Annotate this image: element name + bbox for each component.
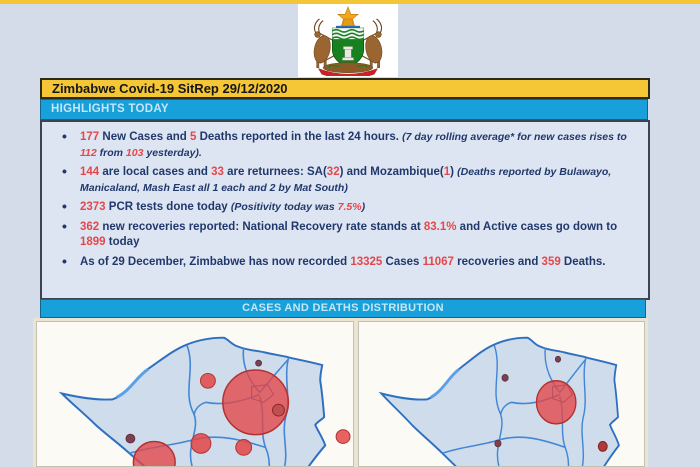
deaths-map-panel — [358, 321, 645, 467]
case-bubble — [222, 369, 290, 436]
highlights-header: HIGHLIGHTS TODAY — [51, 103, 169, 115]
distribution-header: CASES AND DEATHS DISTRIBUTION — [242, 302, 444, 314]
case-bubble — [272, 403, 285, 417]
highlights-header-bar: HIGHLIGHTS TODAY — [40, 99, 648, 120]
case-bubble — [335, 429, 351, 444]
case-bubble — [501, 374, 509, 382]
case-bubble — [132, 440, 176, 466]
highlight-bullet: 144 are local cases and 33 are returnees… — [60, 164, 632, 196]
case-bubble — [535, 380, 577, 425]
cases-distribution-map — [58, 336, 351, 466]
case-bubble — [190, 433, 212, 454]
distribution-header-bar: CASES AND DEATHS DISTRIBUTION — [40, 299, 646, 318]
cases-map-panel — [36, 321, 354, 467]
top-accent-strip — [0, 0, 700, 4]
maps-section — [33, 318, 648, 467]
case-bubble — [494, 439, 502, 448]
case-bubble — [199, 372, 216, 389]
highlight-bullet: 362 new recoveries reported: National Re… — [60, 219, 632, 251]
case-bubble — [125, 433, 136, 444]
case-bubble — [597, 441, 608, 452]
highlight-bullet: 2373 PCR tests done today (Positivity to… — [60, 199, 632, 216]
highlight-bullet: 177 New Cases and 5 Deaths reported in t… — [60, 129, 632, 161]
highlights-list: 177 New Cases and 5 Deaths reported in t… — [60, 129, 632, 271]
case-bubble — [235, 439, 253, 456]
zimbabwe-coat-of-arms-icon — [313, 5, 383, 76]
case-bubble — [255, 359, 262, 367]
case-bubble — [554, 355, 562, 363]
coat-of-arms-panel — [298, 4, 398, 77]
highlights-box: 177 New Cases and 5 Deaths reported in t… — [40, 120, 650, 300]
highlight-bullet: As of 29 December, Zimbabwe has now reco… — [60, 254, 632, 271]
report-title: Zimbabwe Covid-19 SitRep 29/12/2020 — [52, 81, 288, 96]
deaths-distribution-map — [378, 336, 620, 466]
report-title-bar: Zimbabwe Covid-19 SitRep 29/12/2020 — [40, 78, 650, 99]
